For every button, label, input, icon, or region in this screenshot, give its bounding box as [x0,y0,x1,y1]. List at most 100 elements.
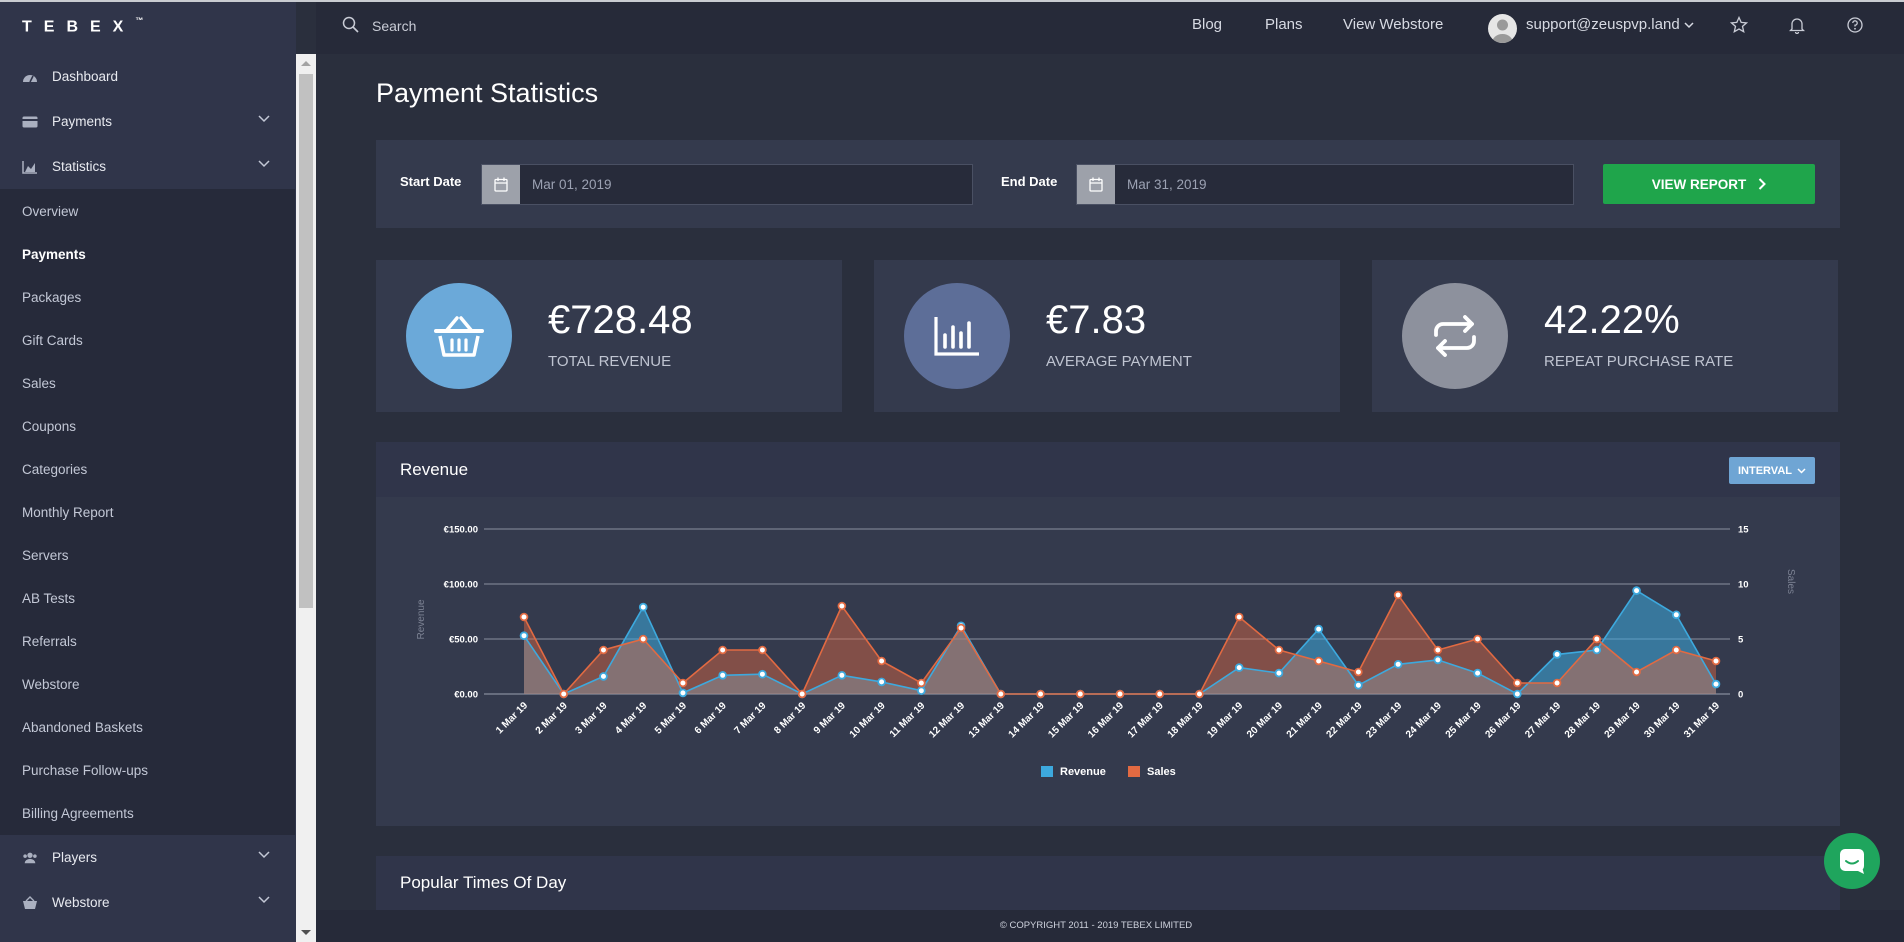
x-tick-label: 3 Mar 19 [574,700,610,736]
sidebar-subitem-referrals[interactable]: Referrals [22,634,77,649]
x-tick-label: 6 Mar 19 [693,700,729,736]
sidebar-subitem-coupons[interactable]: Coupons [22,419,77,434]
sidebar-subitem-sales[interactable]: Sales [22,376,56,391]
view-report-button[interactable]: VIEW REPORT [1603,164,1815,204]
sidebar-subitem-categories[interactable]: Categories [22,462,88,477]
chat-launcher-button[interactable] [1824,833,1880,889]
search-icon[interactable] [342,16,360,34]
revenue-point [1711,679,1721,689]
window-top-border [0,0,1904,2]
start-date-value: Mar 01, 2019 [532,177,612,192]
sales-point [1473,634,1482,644]
legend-sales-swatch [1128,766,1140,777]
end-date-field[interactable]: Mar 31, 2019 [1076,164,1574,205]
x-tick-label: 24 Mar 19 [1404,700,1444,740]
sales-point [718,645,727,655]
chevron-down-icon[interactable] [258,160,270,168]
sidebar-scrollbar[interactable] [296,54,316,942]
sales-point [1115,689,1125,699]
sales-point [1036,689,1045,699]
sidebar-subitem-overview[interactable]: Overview [22,204,79,219]
revenue-point [1314,624,1323,634]
sidebar-item-dashboard[interactable]: Dashboard [0,54,295,99]
help-icon[interactable] [1846,16,1864,34]
search-input[interactable] [372,14,672,38]
revenue-panel-header: Revenue INTERVAL [376,442,1840,497]
x-tick-label: 17 Mar 19 [1126,700,1166,740]
scroll-up-arrow-icon[interactable] [301,61,311,66]
tebex-logo[interactable]: TEBEX™ [22,16,144,36]
sidebar-subitem-packages[interactable]: Packages [22,290,82,305]
nav-link-plans[interactable]: Plans [1265,16,1303,33]
sidebar: TEBEX™ Dashboard Payments Statistics Ove… [0,2,296,942]
calendar-icon[interactable] [1077,165,1115,204]
x-tick-label: 1 Mar 19 [494,700,530,736]
chevron-down-icon[interactable] [258,115,270,123]
sidebar-item-players[interactable]: Players [0,835,295,880]
start-date-field[interactable]: Mar 01, 2019 [481,164,973,205]
avatar[interactable] [1488,14,1517,43]
bell-icon[interactable] [1789,16,1805,34]
y-tick-label-left: €100.00 [444,580,478,591]
sales-point [996,689,1006,699]
revenue-panel: Revenue INTERVAL €0.00 €50.00 €100.00 €150.… [376,442,1840,826]
scroll-down-arrow-icon[interactable] [301,930,311,935]
revenue-point [678,688,688,698]
nav-link-view-webstore[interactable]: View Webstore [1343,16,1444,33]
x-tick-label: 23 Mar 19 [1364,700,1404,740]
star-icon[interactable] [1730,16,1748,34]
x-tick-label: 15 Mar 19 [1046,700,1086,740]
sidebar-subitem-purchase-follow-ups[interactable]: Purchase Follow-ups [22,763,149,778]
interval-dropdown[interactable]: INTERVAL [1729,457,1815,484]
x-tick-label: 31 Mar 19 [1682,700,1722,740]
sidebar-subitem-servers[interactable]: Servers [22,548,69,563]
legend-revenue-swatch [1041,766,1053,777]
x-tick-label: 28 Mar 19 [1563,700,1603,740]
revenue-point [1671,610,1681,620]
x-tick-label: 20 Mar 19 [1245,700,1285,740]
y-tick-label-right: 10 [1738,580,1749,591]
revenue-point [1433,655,1443,665]
sidebar-item-statistics[interactable]: Statistics [0,144,295,189]
revenue-point [758,669,767,679]
sidebar-subitem-gift-cards[interactable]: Gift Cards [22,333,83,348]
basket-icon [406,283,512,389]
chevron-down-icon[interactable] [258,896,270,904]
sidebar-subitem-webstore[interactable]: Webstore [22,677,80,692]
bar-chart-icon [904,283,1010,389]
sidebar-item-payments[interactable]: Payments [0,99,295,144]
sidebar-item-webstore[interactable]: Webstore [0,880,295,925]
stat-label-repeat-purchase-rate: REPEAT PURCHASE RATE [1544,353,1734,370]
popular-times-panel: Popular Times Of Day [376,856,1840,910]
sidebar-subitem-billing-agreements[interactable]: Billing Agreements [22,806,134,821]
sidebar-subitem-payments[interactable]: Payments [22,247,86,262]
chevron-down-icon [1684,22,1694,29]
sidebar-subitem-ab-tests[interactable]: AB Tests [22,591,76,606]
x-tick-label: 14 Mar 19 [1007,700,1047,740]
sales-point [1552,678,1562,688]
sidebar-subitem-monthly-report[interactable]: Monthly Report [22,505,114,520]
dashboard-icon [22,69,38,85]
revenue-area [524,590,1716,694]
sales-point [797,689,807,699]
sales-point [877,656,886,666]
sales-point [1671,645,1681,655]
sales-point [519,612,529,622]
credit-card-icon [22,114,38,130]
chevron-down-icon[interactable] [258,851,270,859]
revenue-point [638,602,648,612]
sales-point [1592,634,1602,644]
calendar-icon[interactable] [482,165,520,204]
revenue-point [1592,645,1602,655]
nav-link-blog[interactable]: Blog [1192,16,1223,33]
x-tick-label: 29 Mar 19 [1603,700,1643,740]
y-tick-label-right: 15 [1738,525,1749,536]
scrollbar-thumb[interactable] [299,74,313,608]
sales-point [678,678,688,688]
y-tick-label-right: 5 [1738,635,1744,646]
sidebar-subitem-abandoned-baskets[interactable]: Abandoned Baskets [22,720,143,735]
y-axis-title-left: Revenue [416,599,427,639]
x-tick-label: 16 Mar 19 [1086,700,1126,740]
y-tick-label-left: €50.00 [449,635,478,646]
user-menu[interactable]: support@zeuspvp.land [1526,16,1694,33]
